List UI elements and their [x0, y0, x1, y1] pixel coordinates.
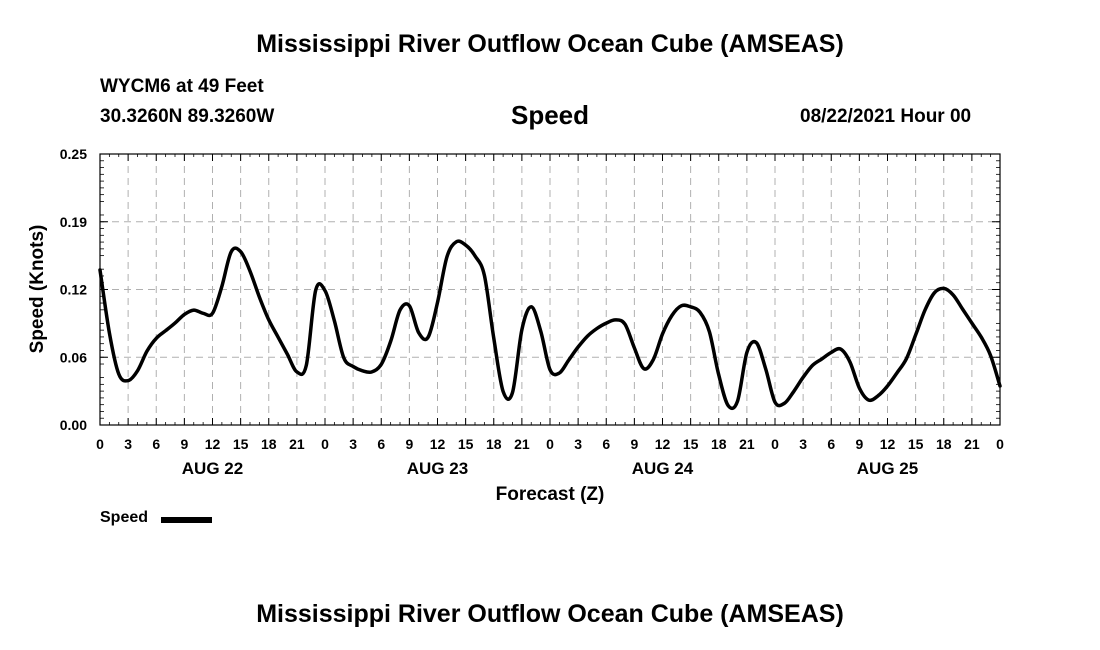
- x-tick-label: 0: [96, 436, 104, 452]
- x-axis-label: Forecast (Z): [496, 484, 605, 505]
- x-tick-label: 6: [827, 436, 835, 452]
- x-tick-label: 21: [289, 436, 305, 452]
- x-tick-label: 3: [574, 436, 582, 452]
- x-tick-label: 0: [321, 436, 329, 452]
- footer-title: Mississippi River Outflow Ocean Cube (AM…: [256, 600, 844, 628]
- x-axis-day-labels: AUG 22 AUG 23 AUG 24 AUG 25: [182, 459, 918, 478]
- y-tick-label: 0.12: [60, 282, 87, 298]
- speed-series-line: [98, 239, 1002, 411]
- x-tick-label: 21: [964, 436, 980, 452]
- x-tick-label: 18: [261, 436, 277, 452]
- station-label: WYCM6 at 49 Feet: [100, 76, 264, 97]
- legend-swatch: [161, 517, 212, 523]
- y-axis-tick-labels: 0.00 0.06 0.12 0.19 0.25: [60, 146, 87, 433]
- page-title: Mississippi River Outflow Ocean Cube (AM…: [256, 30, 844, 58]
- y-axis-label: Speed (Knots): [27, 225, 48, 354]
- chart-title: Speed: [510, 100, 590, 130]
- x-tick-label: 15: [233, 436, 249, 452]
- x-tick-label: 9: [630, 436, 638, 452]
- x-tick-label: 3: [349, 436, 357, 452]
- y-tick-label: 0.19: [60, 214, 87, 230]
- x-tick-label: 15: [458, 436, 474, 452]
- x-tick-label: 0: [546, 436, 554, 452]
- y-tick-label: 0.00: [60, 417, 87, 433]
- x-tick-label: 9: [180, 436, 188, 452]
- x-tick-label: 18: [486, 436, 502, 452]
- x-tick-label: 21: [514, 436, 530, 452]
- x-tick-label: 12: [205, 436, 221, 452]
- forecast-datetime: 08/22/2021 Hour 00: [800, 106, 972, 127]
- day-label: AUG 23: [407, 459, 468, 478]
- x-tick-label: 12: [880, 436, 896, 452]
- legend-label: Speed: [100, 509, 149, 526]
- x-tick-label: 0: [996, 436, 1004, 452]
- x-tick-label: 21: [739, 436, 755, 452]
- x-tick-label: 12: [430, 436, 446, 452]
- x-tick-label: 3: [799, 436, 807, 452]
- day-label: AUG 24: [632, 459, 694, 478]
- grid-lines: [100, 154, 1000, 425]
- y-tick-label: 0.25: [60, 146, 87, 162]
- major-ticks: [99, 153, 1001, 426]
- x-tick-label: 9: [405, 436, 413, 452]
- x-tick-label: 6: [377, 436, 385, 452]
- x-tick-label: 18: [936, 436, 952, 452]
- x-tick-label: 9: [855, 436, 863, 452]
- y-tick-label: 0.06: [60, 349, 87, 365]
- x-tick-label: 0: [771, 436, 779, 452]
- x-tick-label: 15: [908, 436, 924, 452]
- plot-frame: [99, 153, 1001, 426]
- day-label: AUG 25: [857, 459, 918, 478]
- x-axis-tick-labels: 0 3 6 9 12 15 18 21 0 3 6 9 12 15 18 21 0 3 6 9 12 15 18 21 0 3 6 9…: [96, 436, 1004, 452]
- x-tick-label: 15: [683, 436, 699, 452]
- x-tick-label: 3: [124, 436, 132, 452]
- x-tick-label: 18: [711, 436, 727, 452]
- x-tick-label: 6: [152, 436, 160, 452]
- x-tick-label: 6: [602, 436, 610, 452]
- day-label: AUG 22: [182, 459, 243, 478]
- coordinates-label: 30.3260N 89.3260W: [100, 106, 275, 127]
- x-tick-label: 12: [655, 436, 671, 452]
